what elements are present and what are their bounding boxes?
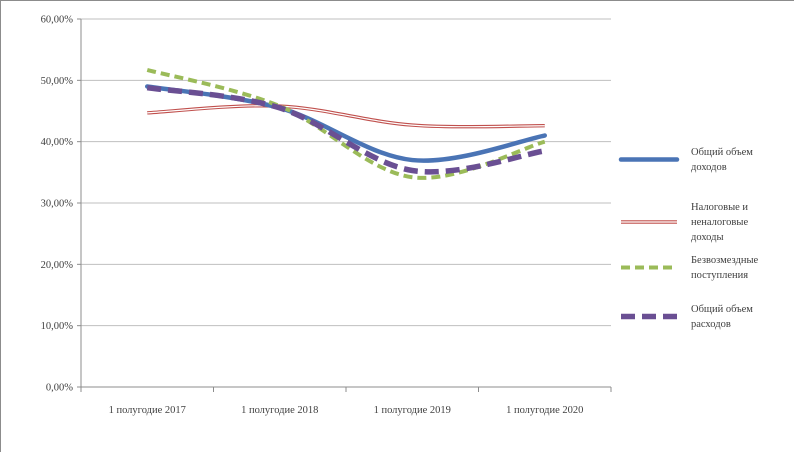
data-point-grants: [410, 175, 415, 180]
y-tick-label: 0,00%: [46, 383, 73, 394]
data-point-tax-nontax-revenue: [542, 123, 547, 128]
x-tick-label: 1 полугодие 2019: [374, 405, 451, 416]
axes: 0,00% 10,00% 20,00% 30,00% 40,00% 50,00% 60,00…: [41, 15, 612, 416]
series-total-expenses: [145, 84, 547, 175]
data-point-total-expenses: [145, 85, 150, 90]
y-tick-label: 50,00%: [41, 76, 74, 87]
series-grants: [145, 67, 547, 180]
legend-label: неналоговые: [691, 217, 748, 228]
x-tick-label: 1 полугодие 2017: [109, 405, 186, 416]
legend-label: Налоговые и: [691, 202, 748, 213]
data-point-grants: [542, 139, 547, 144]
legend-label: Общий объем: [691, 304, 753, 315]
series-total-revenue: [145, 84, 547, 163]
y-tick-label: 20,00%: [41, 260, 74, 271]
data-point-total-expenses: [410, 168, 415, 173]
legend-entry-grants: Безвозмездные поступления: [621, 255, 759, 281]
data-point-tax-nontax-revenue: [145, 110, 150, 115]
series-tax-nontax-revenue: [145, 104, 547, 129]
legend-entry-total-expenses: Общий объем расходов: [621, 304, 753, 330]
legend-entry-tax-nontax-revenue: Налоговые и неналоговые доходы: [621, 202, 748, 243]
y-tick-label: 40,00%: [41, 137, 74, 148]
data-point-total-expenses: [277, 105, 282, 110]
data-point-grants: [145, 67, 150, 72]
legend-label: расходов: [691, 319, 731, 330]
legend-label: поступления: [691, 270, 748, 281]
series-line-total-revenue: [145, 84, 547, 163]
series-line-tax-nontax-revenue-outline: [147, 104, 545, 129]
legend: Общий объем доходов Налоговые и неналоговые…: [618, 147, 759, 330]
y-tick-label: 10,00%: [41, 321, 74, 332]
series-line-grants: [146, 67, 546, 180]
legend-entry-total-revenue: Общий объем доходов: [618, 147, 753, 173]
y-tick-label: 60,00%: [41, 15, 74, 26]
y-tick-label: 30,00%: [41, 199, 74, 210]
legend-label: доходов: [691, 162, 727, 173]
legend-label: доходы: [691, 232, 724, 243]
data-point-total-revenue: [410, 158, 415, 163]
data-point-total-revenue: [542, 133, 547, 138]
series-lines: [145, 67, 547, 180]
gridlines: [81, 18, 611, 327]
data-point-tax-nontax-revenue: [410, 123, 415, 128]
legend-label: Общий объем: [691, 147, 753, 158]
x-tick-label: 1 полугодие 2018: [241, 405, 318, 416]
legend-label: Безвозмездные: [691, 255, 759, 266]
data-point-total-expenses: [542, 148, 547, 153]
series-line-total-expenses: [146, 84, 546, 175]
series-line-tax-nontax-revenue-inner: [147, 105, 545, 128]
x-tick-label: 1 полугодие 2020: [506, 405, 583, 416]
